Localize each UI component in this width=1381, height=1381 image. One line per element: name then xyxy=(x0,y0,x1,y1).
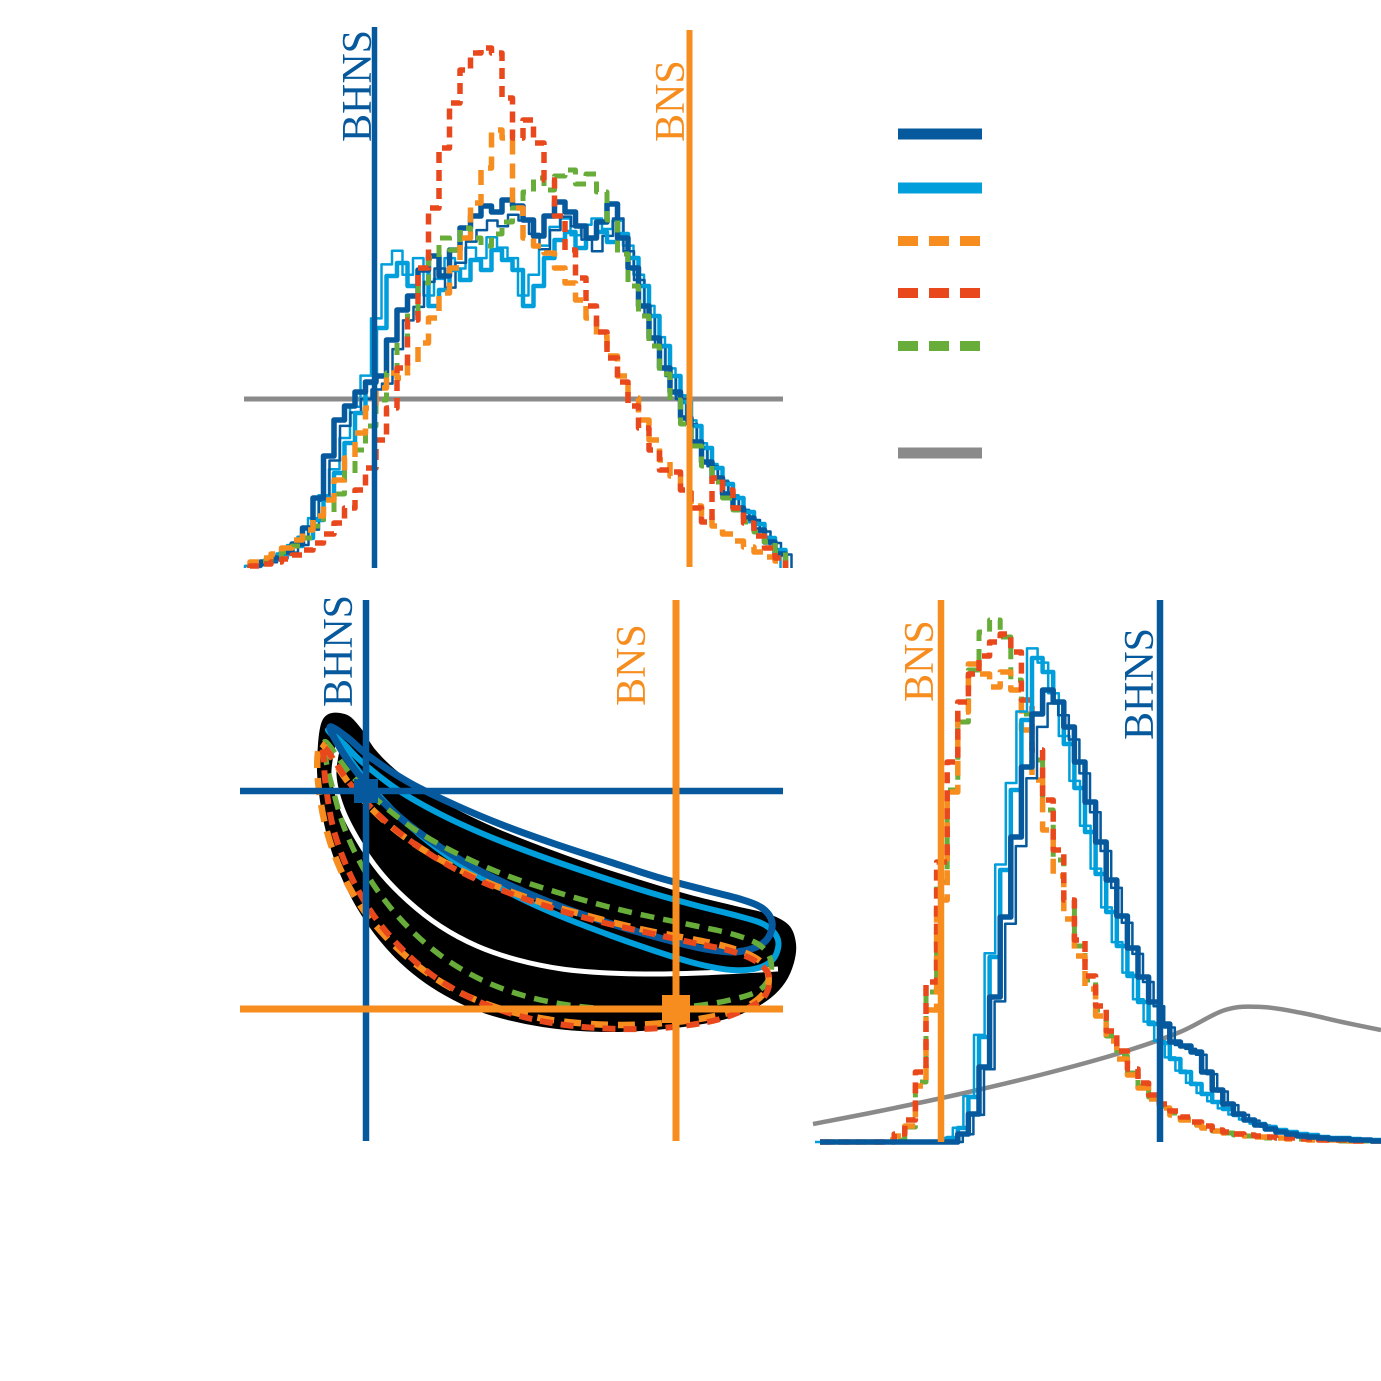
right-hist-darkblue xyxy=(820,687,1381,1145)
top-bns-label: BNS xyxy=(648,60,694,142)
panel-right-histogram: BNS BHNS xyxy=(812,600,1381,1145)
mid-bns-label: BNS xyxy=(609,624,655,706)
right-hist-darkblue-thin xyxy=(825,702,1381,1144)
mid-bhns-label: BHNS xyxy=(316,595,362,707)
top-bhns-label: BHNS xyxy=(335,30,381,142)
top-hist-redorange xyxy=(247,45,789,569)
bns-injection-marker xyxy=(662,995,690,1023)
panel-joint-2d-panel: BHNS BNS xyxy=(240,595,797,1141)
top-hist-orange xyxy=(247,127,789,568)
posterior-density-region xyxy=(316,712,797,1033)
contour-green xyxy=(321,738,775,1013)
right-bns-label: BNS xyxy=(897,620,943,702)
top-hist-green xyxy=(247,167,788,568)
top-hist-darkblue xyxy=(247,197,789,568)
right-bhns-label: BHNS xyxy=(1117,628,1163,740)
panel-top-histogram: BHNS BNS xyxy=(243,27,793,569)
right-hist-redorange xyxy=(820,631,1381,1145)
bhns-injection-marker xyxy=(354,779,378,803)
contour-redorange xyxy=(319,744,773,1033)
prior-curve-right xyxy=(812,1004,1381,1127)
contour-white xyxy=(331,744,779,977)
top-hist-lightblue xyxy=(247,229,788,569)
panel-legend xyxy=(898,128,982,459)
right-hist-lightblue-thin xyxy=(815,647,1379,1144)
